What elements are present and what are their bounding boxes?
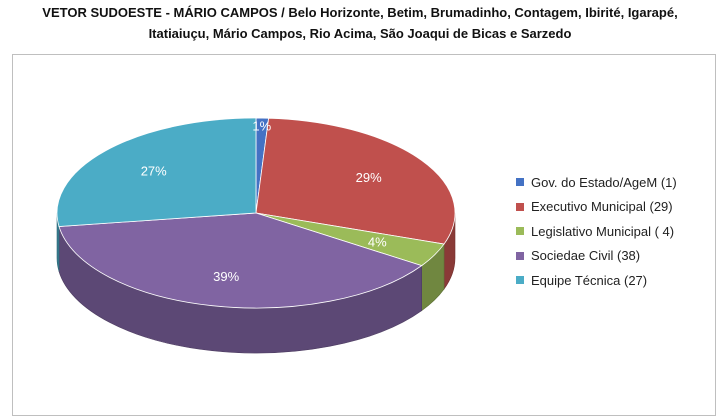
legend-label-4: Equipe Técnica (27) xyxy=(531,272,648,288)
chart-frame xyxy=(12,54,716,416)
slice-label-1: 29% xyxy=(356,170,382,185)
legend-item-3: Sociedae Civil (38) xyxy=(516,244,677,269)
pie-slice-3 xyxy=(58,212,423,309)
legend-item-2: Legislativo Municipal ( 4) xyxy=(516,219,677,244)
legend-label-0: Gov. do Estado/AgeM (1) xyxy=(531,174,677,190)
pie-slice-1 xyxy=(255,117,456,245)
pie-tops xyxy=(56,117,456,309)
slice-label-2: 4% xyxy=(368,235,387,250)
legend-swatch-1 xyxy=(516,202,524,211)
legend-swatch-4 xyxy=(516,276,524,285)
legend-label-2: Legislativo Municipal ( 4) xyxy=(531,223,675,239)
legend-swatch-2 xyxy=(516,227,524,236)
chart-title-line-1: VETOR SUDOESTE - MÁRIO CAMPOS / Belo Hor… xyxy=(42,5,678,20)
legend-item-4: Equipe Técnica (27) xyxy=(516,268,677,293)
slice-label-4: 27% xyxy=(141,164,167,179)
legend-item-1: Executivo Municipal (29) xyxy=(516,195,677,220)
chart-title-line-2: Itatiaiuçu, Mário Campos, Rio Acima, São… xyxy=(148,26,572,41)
legend-item-0: Gov. do Estado/AgeM (1) xyxy=(516,170,677,195)
chart-legend: Gov. do Estado/AgeM (1) Executivo Municip… xyxy=(516,170,677,293)
slice-label-3: 39% xyxy=(213,269,239,284)
chart-title: VETOR SUDOESTE - MÁRIO CAMPOS / Belo Hor… xyxy=(0,2,720,44)
pie-labels: 1% 29% 4% 39% 27% xyxy=(141,119,387,284)
slice-label-0: 1% xyxy=(252,119,271,134)
legend-swatch-0 xyxy=(516,178,524,187)
pie-slice-4 xyxy=(56,117,257,227)
legend-label-1: Executivo Municipal (29) xyxy=(531,199,673,215)
legend-label-3: Sociedae Civil (38) xyxy=(531,248,641,264)
legend-swatch-3 xyxy=(516,251,524,260)
